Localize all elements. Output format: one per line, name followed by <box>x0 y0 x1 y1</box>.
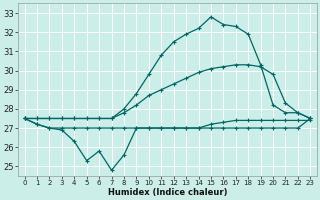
X-axis label: Humidex (Indice chaleur): Humidex (Indice chaleur) <box>108 188 227 197</box>
